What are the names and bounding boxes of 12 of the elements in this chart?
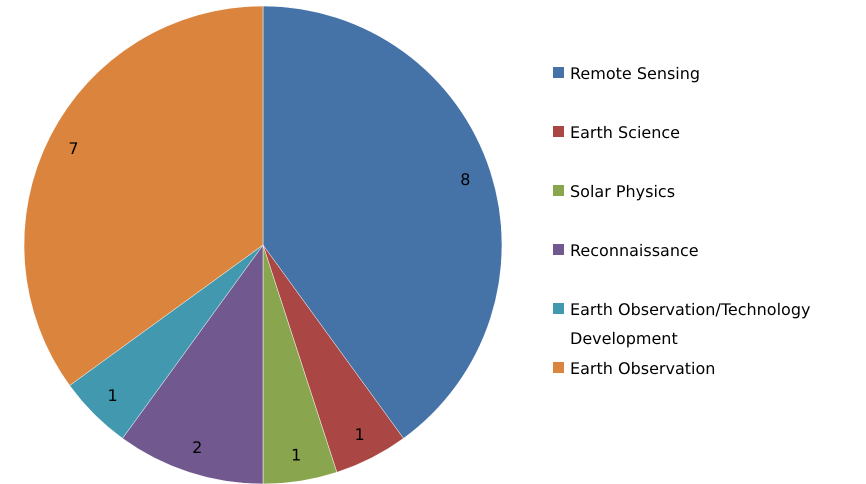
data-label: 8 xyxy=(460,170,470,189)
data-label: 7 xyxy=(68,138,79,158)
legend-label: Earth Science xyxy=(570,122,680,142)
legend-label: Reconnaissance xyxy=(570,240,699,260)
data-label: 1 xyxy=(354,425,365,444)
data-label: 2 xyxy=(192,438,202,457)
legend-label: Remote Sensing xyxy=(570,64,700,82)
legend-label: Solar Physics xyxy=(570,182,676,200)
legend-label: Earth Observation/Technology Development xyxy=(570,300,810,348)
legend-label: Earth Observation xyxy=(570,358,716,378)
data-label: 1 xyxy=(108,386,118,405)
data-label: 1 xyxy=(291,446,302,465)
